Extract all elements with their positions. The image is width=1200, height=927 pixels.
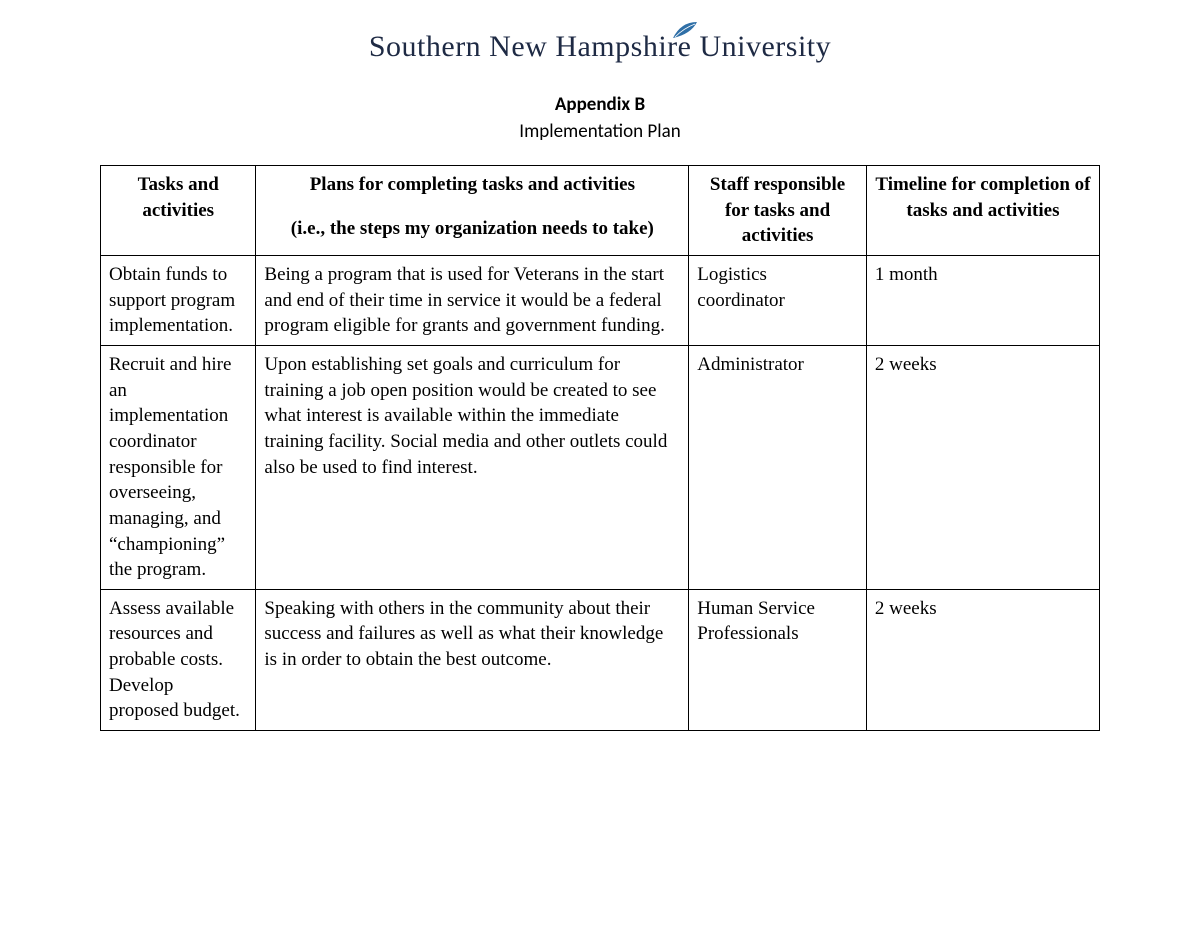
table-row: Recruit and hire an implementation coord… — [101, 346, 1100, 590]
cell-staff: Administrator — [689, 346, 867, 590]
university-logo: Southern New Hampshire University — [100, 30, 1100, 64]
appendix-title: Appendix B — [100, 92, 1100, 119]
appendix-subtitle: Implementation Plan — [100, 119, 1100, 146]
col-header-main: Tasks and activities — [138, 174, 219, 221]
table-row: Obtain funds to support program implemen… — [101, 256, 1100, 346]
col-header-main: Plans for completing tasks and activitie… — [310, 174, 635, 195]
col-header-timeline: Timeline for completion of tasks and act… — [866, 166, 1099, 256]
col-header-staff: Staff responsible for tasks and activiti… — [689, 166, 867, 256]
cell-plan: Upon establishing set goals and curricul… — [256, 346, 689, 590]
cell-timeline: 1 month — [866, 256, 1099, 346]
logo-text: Southern New Hampshire University — [369, 30, 831, 63]
cell-task: Obtain funds to support program implemen… — [101, 256, 256, 346]
document-heading: Appendix B Implementation Plan — [100, 92, 1100, 145]
cell-plan: Being a program that is used for Veteran… — [256, 256, 689, 346]
cell-plan: Speaking with others in the community ab… — [256, 589, 689, 730]
cell-timeline: 2 weeks — [866, 589, 1099, 730]
col-header-tasks: Tasks and activities — [101, 166, 256, 256]
table-row: Assess available resources and probable … — [101, 589, 1100, 730]
leaf-icon — [671, 20, 699, 45]
cell-task: Assess available resources and probable … — [101, 589, 256, 730]
cell-task: Recruit and hire an implementation coord… — [101, 346, 256, 590]
col-header-main: Staff responsible for tasks and activiti… — [710, 174, 845, 246]
cell-staff: Logistics coordinator — [689, 256, 867, 346]
implementation-plan-table: Tasks and activities Plans for completin… — [100, 165, 1100, 731]
logo-lockup: Southern New Hampshire University — [369, 30, 831, 64]
col-header-plans: Plans for completing tasks and activitie… — [256, 166, 689, 256]
col-header-main: Timeline for completion of tasks and act… — [875, 174, 1090, 221]
document-page: Southern New Hampshire University Append… — [0, 0, 1200, 791]
col-header-sub: (i.e., the steps my organization needs t… — [264, 216, 680, 242]
table-header-row: Tasks and activities Plans for completin… — [101, 166, 1100, 256]
cell-staff: Human Service Professionals — [689, 589, 867, 730]
cell-timeline: 2 weeks — [866, 346, 1099, 590]
